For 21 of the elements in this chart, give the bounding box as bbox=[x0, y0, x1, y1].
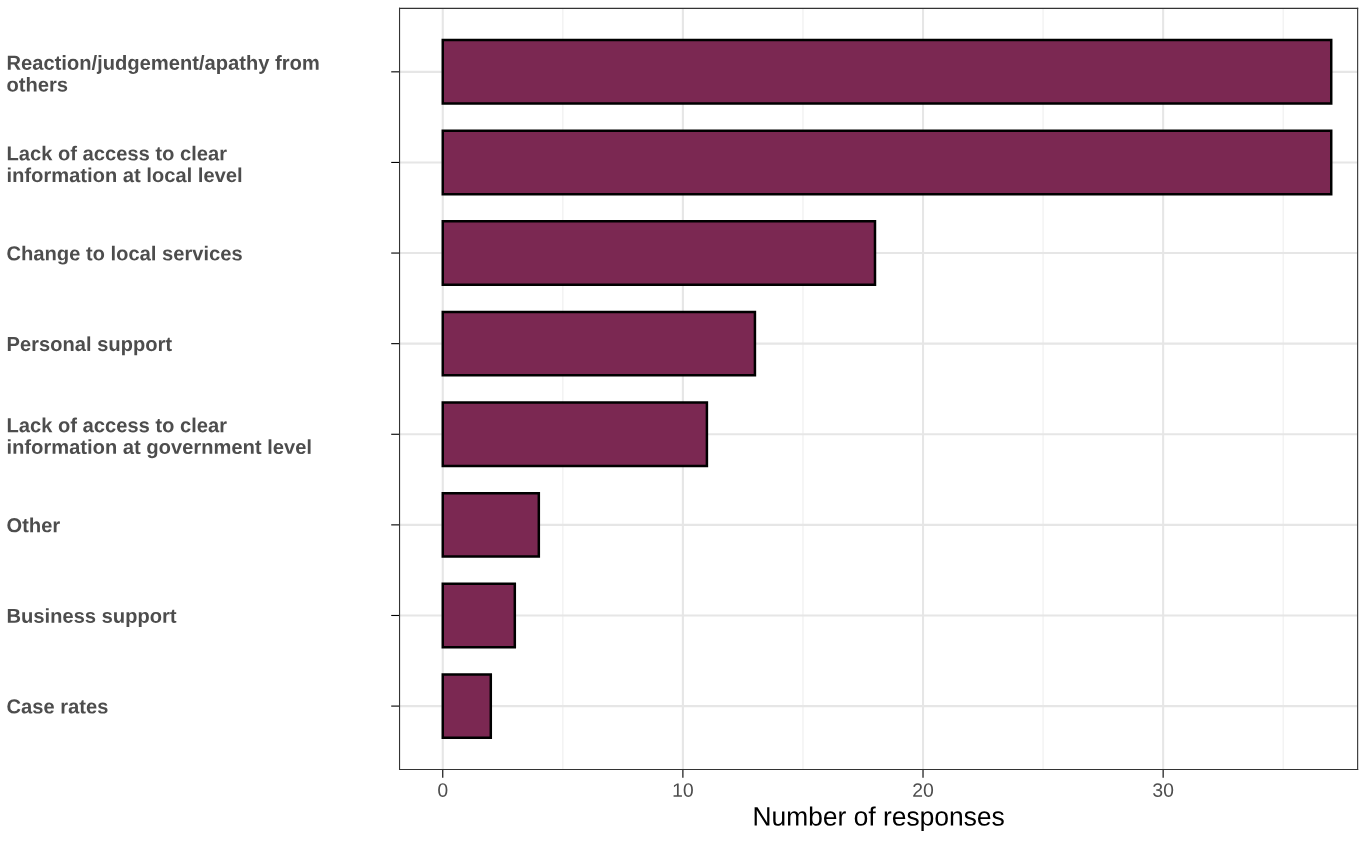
y-tick-label: Reaction/judgement/apathy from others bbox=[7, 55, 319, 92]
x-tick-label: 10 bbox=[673, 783, 693, 797]
bar bbox=[441, 310, 757, 377]
y-tick-label: Business support bbox=[7, 608, 177, 627]
bar bbox=[441, 38, 1333, 105]
bar bbox=[441, 401, 709, 468]
bar bbox=[441, 129, 1333, 196]
y-tick-label: Other bbox=[7, 517, 60, 533]
x-tick-label: 0 bbox=[438, 783, 448, 797]
x-tick-label: 30 bbox=[1153, 783, 1174, 797]
bar bbox=[441, 220, 877, 287]
x-axis-title: Number of responses bbox=[754, 806, 1004, 831]
x-tick-label: 20 bbox=[913, 783, 934, 797]
bar bbox=[441, 673, 493, 740]
bar bbox=[441, 491, 541, 558]
y-tick-label: Personal support bbox=[7, 336, 172, 356]
y-tick-label: Change to local services bbox=[7, 245, 242, 265]
y-tick-label: Case rates bbox=[7, 699, 108, 714]
y-tick-label: Lack of access to clear information at local level bbox=[7, 145, 242, 183]
y-tick-label: Lack of access to clear information at government level bbox=[7, 417, 311, 459]
bar bbox=[441, 582, 517, 649]
